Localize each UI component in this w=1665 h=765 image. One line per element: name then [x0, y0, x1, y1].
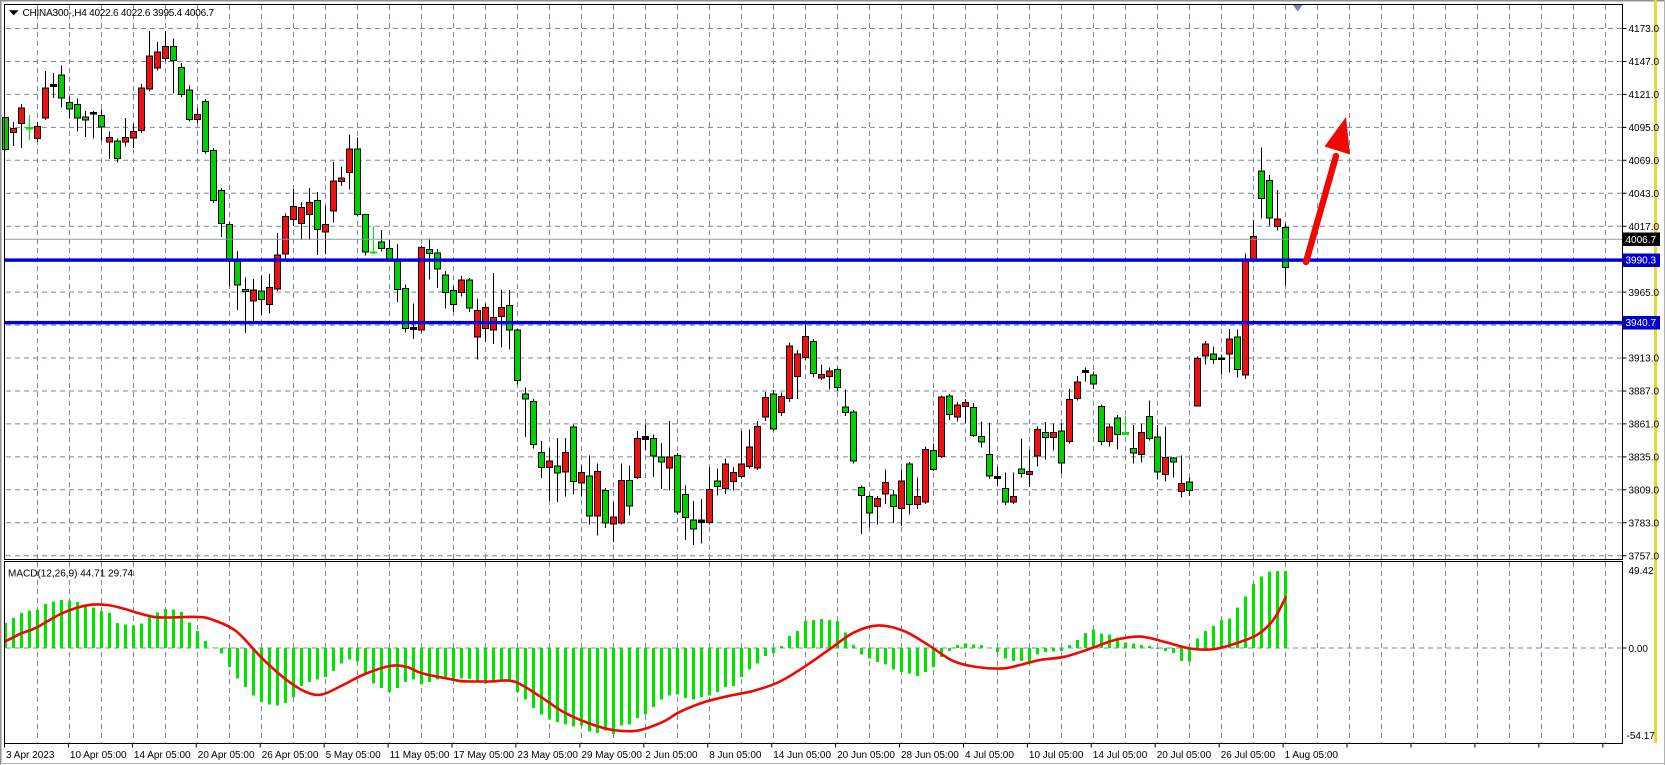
svg-text:3757.0: 3757.0: [1629, 551, 1660, 562]
svg-text:CHINA300-,H4 4022.6 4022.6 39: CHINA300-,H4 4022.6 4022.6 3995.4 4006.7: [23, 8, 215, 19]
svg-text:-54.17: -54.17: [1627, 731, 1656, 742]
svg-text:3 Apr 2023: 3 Apr 2023: [6, 750, 55, 761]
svg-text:4069.0: 4069.0: [1629, 156, 1660, 167]
svg-text:4121.0: 4121.0: [1629, 90, 1660, 101]
svg-text:29 May 05:00: 29 May 05:00: [581, 750, 642, 761]
svg-text:3887.0: 3887.0: [1629, 387, 1660, 398]
svg-text:3965.0: 3965.0: [1629, 288, 1660, 299]
svg-text:26 Apr 05:00: 26 Apr 05:00: [262, 750, 319, 761]
svg-text:20 Jun 05:00: 20 Jun 05:00: [837, 750, 895, 761]
svg-text:10 Jul 05:00: 10 Jul 05:00: [1029, 750, 1084, 761]
svg-text:4017.0: 4017.0: [1629, 222, 1660, 233]
svg-text:4095.0: 4095.0: [1629, 123, 1660, 134]
svg-text:11 May 05:00: 11 May 05:00: [390, 750, 450, 761]
svg-text:3990.3: 3990.3: [1626, 256, 1657, 267]
svg-text:4147.0: 4147.0: [1629, 57, 1660, 68]
svg-text:49.42: 49.42: [1629, 566, 1654, 577]
svg-text:23 May 05:00: 23 May 05:00: [517, 750, 578, 761]
svg-text:4006.7: 4006.7: [1626, 235, 1657, 246]
svg-text:14 Apr 05:00: 14 Apr 05:00: [134, 750, 191, 761]
svg-text:10 Apr 05:00: 10 Apr 05:00: [70, 750, 127, 761]
svg-text:17 May 05:00: 17 May 05:00: [454, 750, 515, 761]
svg-text:0.00: 0.00: [1629, 644, 1649, 655]
svg-text:3861.0: 3861.0: [1629, 420, 1660, 431]
svg-text:1 Aug 05:00: 1 Aug 05:00: [1285, 750, 1339, 761]
svg-text:26 Jul 05:00: 26 Jul 05:00: [1221, 750, 1276, 761]
svg-text:2 Jun 05:00: 2 Jun 05:00: [645, 750, 698, 761]
svg-text:3783.0: 3783.0: [1629, 519, 1660, 530]
svg-text:4173.0: 4173.0: [1629, 24, 1660, 35]
svg-text:20 Apr 05:00: 20 Apr 05:00: [198, 750, 255, 761]
svg-text:28 Jun 05:00: 28 Jun 05:00: [901, 750, 959, 761]
svg-text:3913.0: 3913.0: [1629, 354, 1660, 365]
svg-text:MACD(12,26,9) 44.71 29.74: MACD(12,26,9) 44.71 29.74: [8, 569, 134, 580]
svg-text:4043.0: 4043.0: [1629, 189, 1660, 200]
svg-text:8 Jun 05:00: 8 Jun 05:00: [709, 750, 762, 761]
svg-text:3940.7: 3940.7: [1626, 318, 1657, 329]
svg-text:14 Jun 05:00: 14 Jun 05:00: [773, 750, 831, 761]
svg-text:3835.0: 3835.0: [1629, 453, 1660, 464]
svg-text:4 Jul 05:00: 4 Jul 05:00: [965, 750, 1014, 761]
svg-text:20 Jul 05:00: 20 Jul 05:00: [1157, 750, 1212, 761]
svg-text:5 May 05:00: 5 May 05:00: [326, 750, 381, 761]
svg-text:14 Jul 05:00: 14 Jul 05:00: [1093, 750, 1148, 761]
svg-text:3809.0: 3809.0: [1629, 486, 1660, 497]
